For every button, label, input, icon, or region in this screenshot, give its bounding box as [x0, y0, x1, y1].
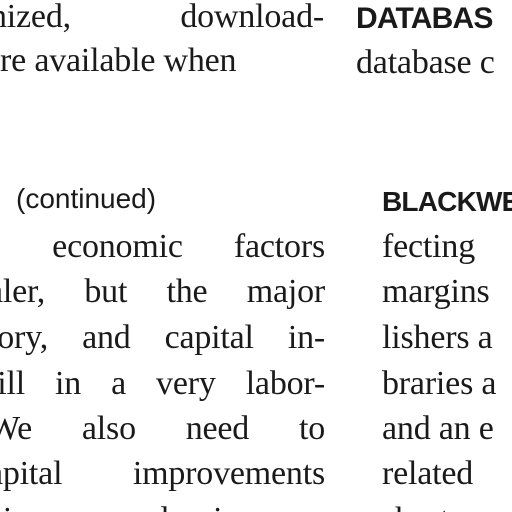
section-heading-database: DATABAS [356, 2, 493, 35]
continued-label: (continued) [16, 183, 157, 214]
text-line: margins [382, 273, 490, 310]
text-line: apital improvements [0, 455, 325, 492]
text-line: lishers a [382, 319, 493, 356]
text-line: related [382, 455, 474, 492]
text-line: nized, download- [0, 0, 324, 35]
text-line: re available when [0, 42, 237, 79]
text-line: We also need to [0, 410, 325, 447]
text-line: database c [356, 44, 495, 81]
text-line: short [382, 503, 449, 512]
text-line: and an e [382, 410, 494, 447]
section-heading-blackwell: BLACKWE [382, 186, 512, 217]
text-line: till in a very labor- [0, 365, 325, 402]
text-line: aler, but the major [0, 273, 325, 310]
text-line: ciency and improve [0, 503, 325, 512]
text-line: tory, and capital in- [0, 319, 325, 356]
text-line: braries a [382, 365, 497, 402]
text-line: fecting [382, 228, 475, 265]
text-line: s economic factors [0, 228, 325, 265]
right-text-column: DATABAS database c BLACKWE fecting margi… [356, 0, 512, 512]
left-text-column: nized, download- re available when (cont… [0, 0, 325, 512]
